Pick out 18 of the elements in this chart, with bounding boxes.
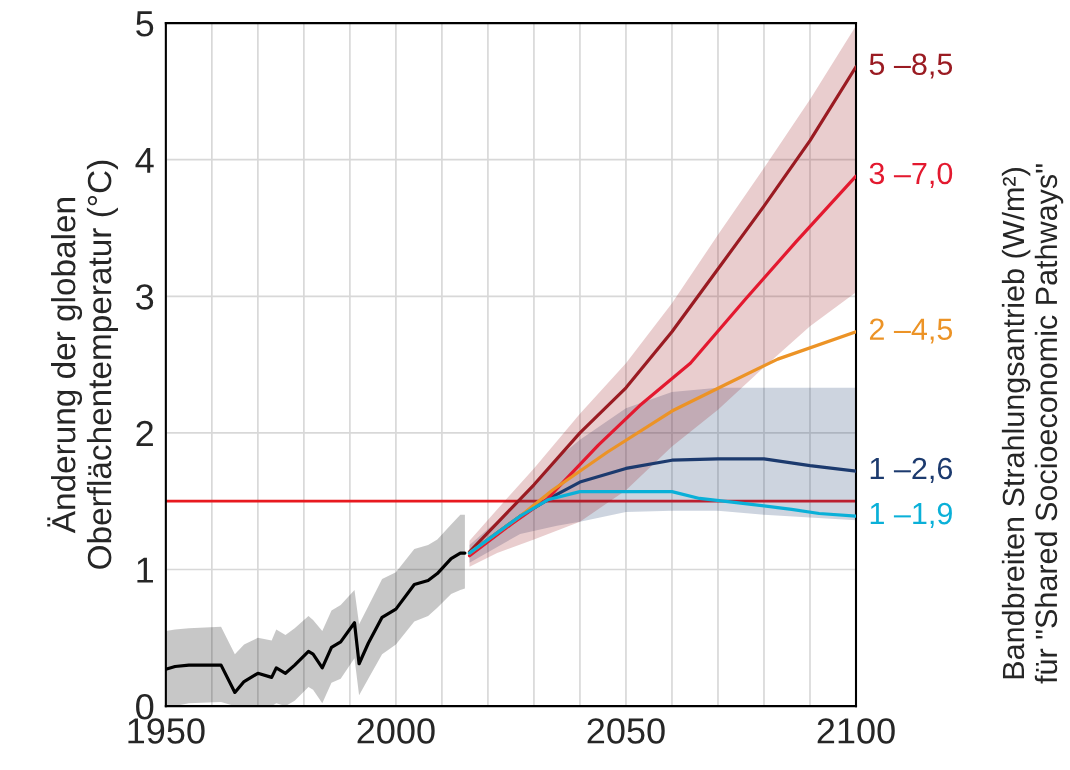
y-axis-title: Änderung der globalen Oberflächentemperatur (°C) (47, 160, 118, 569)
x-tick-label: 2100 (817, 718, 895, 744)
series-label: 2 –4,5 (869, 318, 953, 344)
x-tick-label: 2050 (587, 718, 665, 744)
x-tick-label: 1950 (128, 718, 205, 744)
series-label: 1 –1,9 (870, 502, 952, 529)
series-label: 3 –7,0 (869, 162, 953, 188)
x-tick-label: 2000 (357, 718, 435, 744)
y-tick-label: 4 (135, 147, 154, 173)
y-tick-label: 2 (136, 420, 153, 446)
series-label: 5 –8,5 (869, 53, 953, 79)
y-tick-label: 3 (136, 284, 154, 310)
y-tick-label: 1 (137, 557, 153, 583)
y2-axis-title: Bandbreiten Strahlungsantrieb (W/m²) für "Shared Socioeconomic Pathways" (1001, 164, 1064, 684)
y-tick-label: 5 (136, 11, 154, 37)
line-series (467, 490, 856, 555)
series-label: 1 –2,6 (870, 457, 953, 483)
y-tick-label: 0 (136, 693, 154, 720)
